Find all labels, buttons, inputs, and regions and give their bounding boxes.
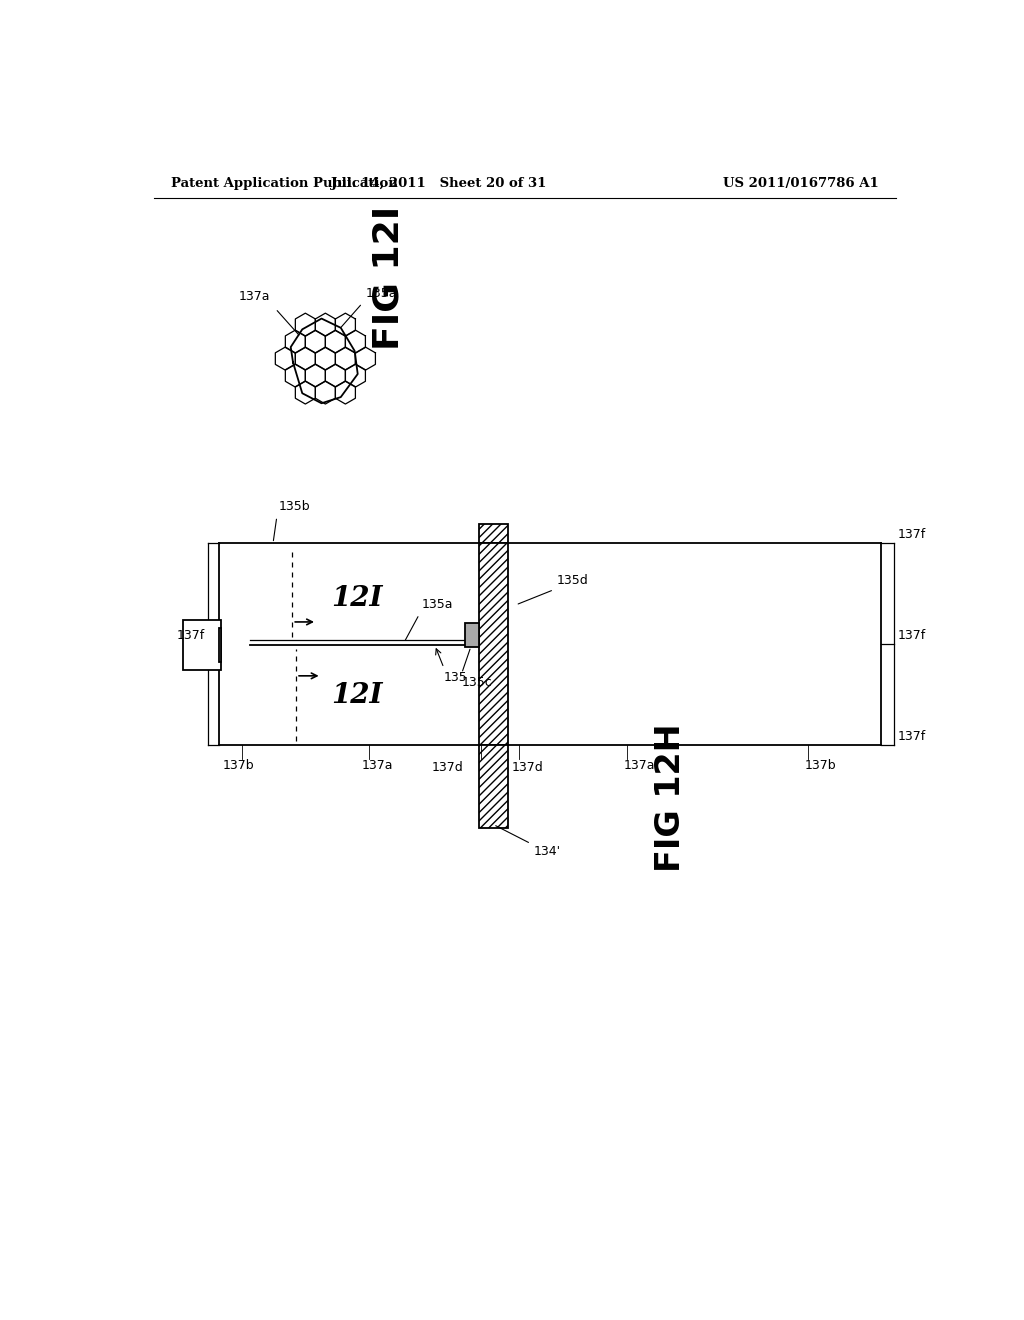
Text: 12I: 12I	[331, 585, 382, 612]
Text: FIG 12I: FIG 12I	[372, 206, 406, 350]
Text: 135c: 135c	[462, 676, 493, 689]
Text: 137d: 137d	[512, 760, 544, 774]
Text: 137a: 137a	[239, 290, 270, 304]
Bar	[183, 620, 221, 671]
Text: 135: 135	[444, 671, 468, 684]
Text: 137b: 137b	[223, 759, 255, 772]
Text: 137f: 137f	[897, 730, 926, 743]
Text: 135b: 135b	[280, 499, 311, 512]
Text: 12I: 12I	[331, 681, 382, 709]
Text: FIG 12H: FIG 12H	[654, 723, 687, 871]
Text: 135a: 135a	[422, 598, 453, 611]
Text: US 2011/0167786 A1: US 2011/0167786 A1	[723, 177, 879, 190]
Text: Jul. 14, 2011   Sheet 20 of 31: Jul. 14, 2011 Sheet 20 of 31	[331, 177, 546, 190]
Bar	[478, 744, 508, 829]
Bar	[478, 544, 508, 744]
Text: 137d: 137d	[431, 760, 463, 774]
Text: Patent Application Publication: Patent Application Publication	[171, 177, 397, 190]
Text: 137a: 137a	[361, 759, 393, 772]
Text: 137f: 137f	[897, 528, 926, 541]
Bar	[478, 524, 508, 544]
Text: 134': 134'	[534, 845, 560, 858]
Text: 135d: 135d	[556, 574, 588, 587]
Text: 137f: 137f	[897, 628, 926, 642]
Text: 135a: 135a	[366, 286, 397, 300]
Text: 137f: 137f	[176, 628, 205, 642]
Text: 137a: 137a	[624, 759, 655, 772]
Text: 137b: 137b	[804, 759, 836, 772]
Bar	[219, 628, 221, 663]
Bar	[465, 623, 478, 647]
